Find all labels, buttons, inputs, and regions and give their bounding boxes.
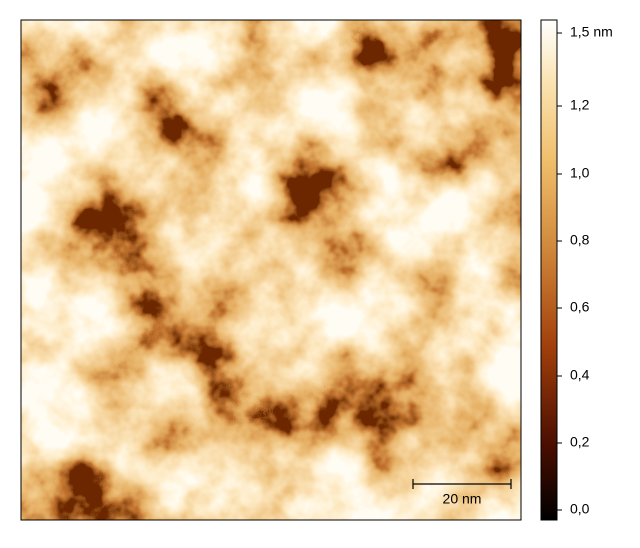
colorbar-tick-label: 0,4 [570, 367, 590, 383]
colorbar-tick-label: 1,0 [570, 165, 590, 181]
colorbar-tick-label: 0,2 [570, 434, 590, 450]
colorbar-tick-label: 0,0 [570, 501, 590, 517]
colorbar-tick-label: 1,2 [570, 97, 590, 113]
colorbar-tick-label: 0,6 [570, 299, 590, 315]
colorbar-ticks: 0,0 0,2 0,4 0,6 0,8 1,0 1,2 1,5 nm [557, 24, 613, 517]
colorbar [540, 19, 558, 521]
colorbar-tick-label: 1,5 nm [570, 24, 613, 40]
colorbar-tick-label: 0,8 [570, 232, 590, 248]
scale-bar-label: 20 nm [443, 491, 482, 507]
afm-image [21, 20, 521, 520]
image-frame [20, 19, 522, 521]
